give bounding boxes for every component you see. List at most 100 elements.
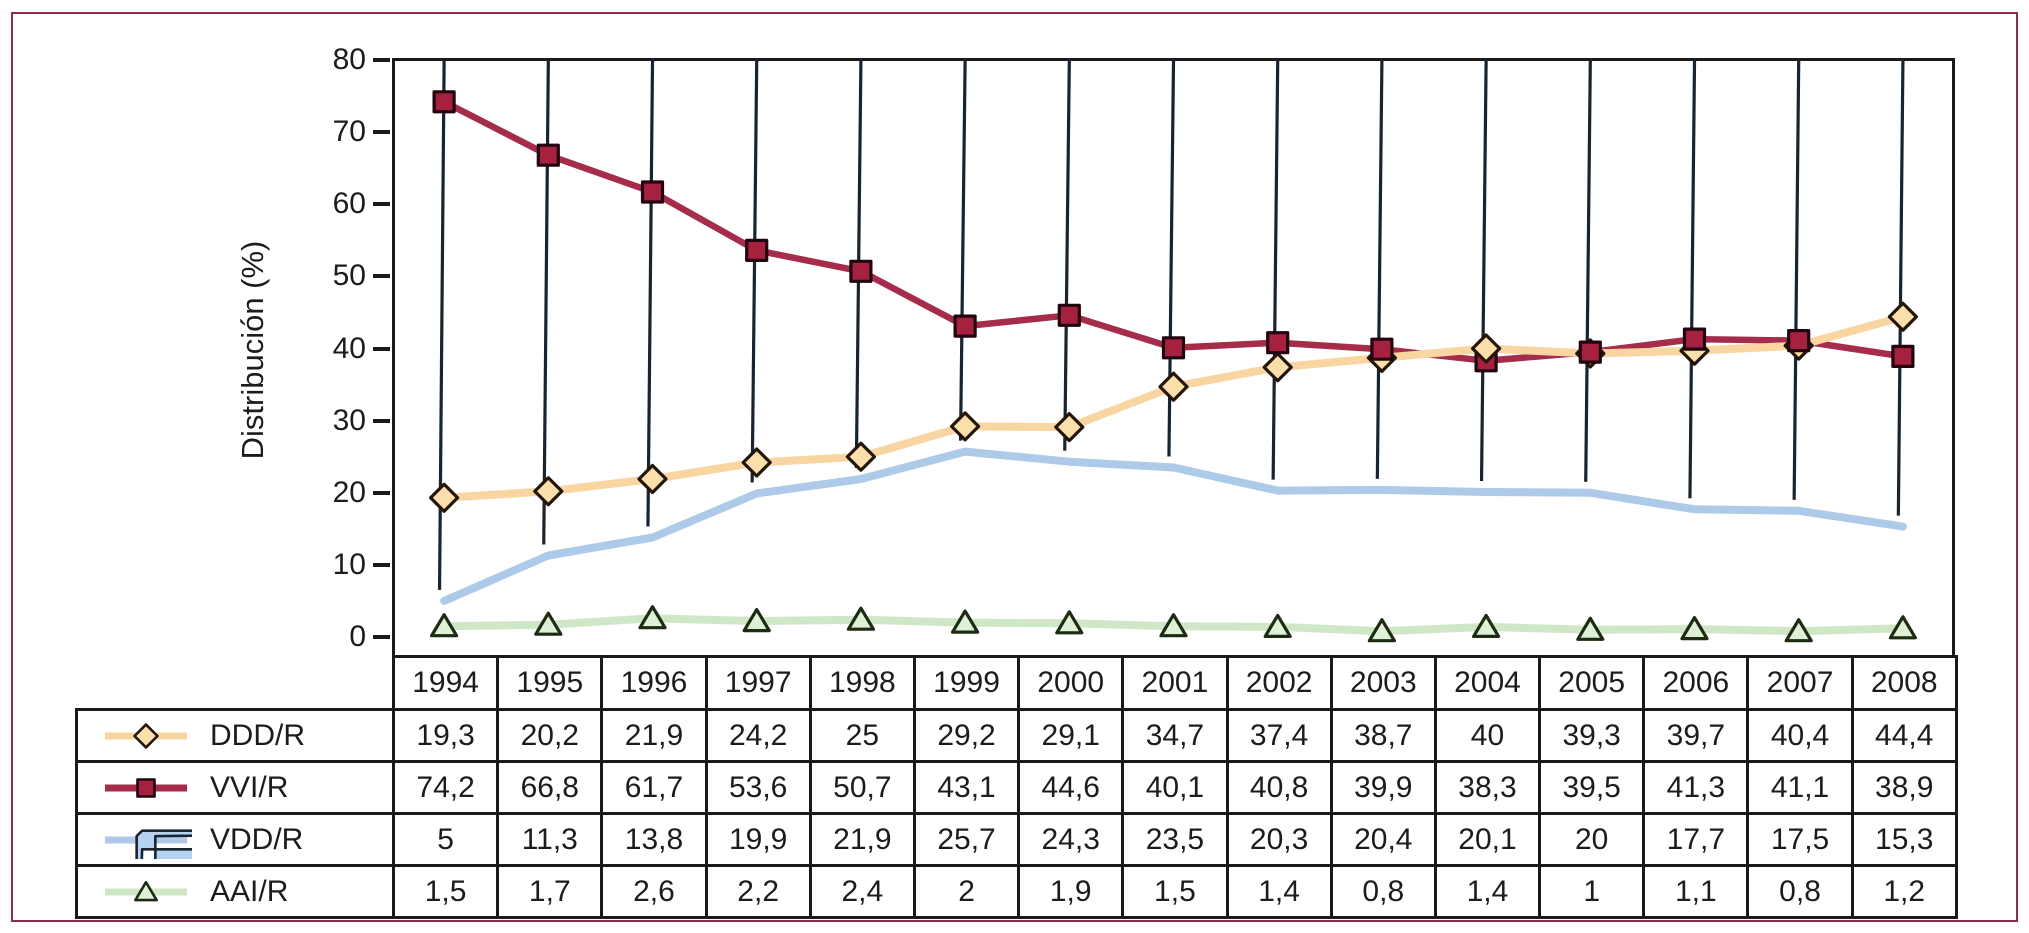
diamond-marker-icon (533, 476, 564, 507)
value-cell: 39,7 (1642, 708, 1750, 763)
square-marker-icon (1266, 331, 1290, 355)
octagon-marker-icon (1584, 58, 1592, 482)
value-cell: 66,8 (496, 760, 604, 815)
octagon-marker-icon (646, 58, 655, 527)
y-tick-label: 20 (332, 475, 366, 509)
value-cell: 11,3 (496, 812, 604, 867)
octagon-marker-icon (542, 58, 550, 545)
triangle-marker-icon (1367, 618, 1396, 643)
year-header-cell: 2001 (1121, 655, 1229, 711)
square-marker-icon (849, 259, 873, 283)
table-header-row: 1994 1995 1996 1997 1998 1999 2000 2001 2002 2003… (77, 655, 1958, 711)
value-cell: 44,4 (1850, 708, 1958, 763)
triangle-marker-icon (1159, 613, 1188, 638)
year-header-cell: 2003 (1329, 655, 1437, 711)
octagon-marker-icon (750, 58, 759, 483)
triangle-marker-icon (1784, 618, 1813, 643)
triangle-marker-icon (1576, 616, 1605, 641)
y-tick-label: 40 (332, 331, 366, 365)
diamond-marker-icon (1887, 301, 1918, 332)
value-cell: 41,3 (1642, 760, 1750, 815)
value-cell: 34,7 (1121, 708, 1229, 763)
value-cell: 19,3 (391, 708, 500, 763)
series-line-VDD-R (440, 447, 1907, 605)
diamond-marker-icon (429, 482, 460, 513)
value-cell: 1,4 (1225, 864, 1333, 919)
year-header-cell: 1995 (496, 655, 604, 711)
value-cell: 24,3 (1017, 812, 1125, 867)
diamond-marker-icon (1262, 352, 1293, 383)
legend-column-header (77, 657, 394, 710)
year-header-cell: 2004 (1433, 655, 1542, 711)
value-cell: 40 (1433, 708, 1542, 763)
triangle-marker-icon (951, 609, 980, 634)
data-table: 1994 1995 1996 1997 1998 1999 2000 2001 2002 2003… (75, 655, 1958, 919)
value-cell: 20,3 (1225, 812, 1333, 867)
value-cell: 1,2 (1850, 864, 1958, 919)
value-cell: 15,3 (1850, 812, 1958, 867)
year-header-cell: 2002 (1225, 655, 1333, 711)
series-label: DDD/R (210, 718, 305, 752)
triangle-marker-icon (1472, 613, 1501, 638)
y-tick-label: 10 (332, 547, 366, 581)
square-marker-icon (432, 90, 456, 114)
value-cell: 74,2 (391, 760, 500, 815)
triangle-marker-icon (1888, 615, 1917, 640)
value-cell: 38,9 (1850, 760, 1958, 815)
legend-key-icon (105, 880, 187, 901)
year-header-cell: 2007 (1746, 655, 1854, 711)
value-cell: 29,1 (1017, 708, 1125, 763)
triangle-marker-icon (1680, 616, 1709, 641)
legend-cell: AAI/R (75, 864, 395, 919)
triangle-marker-icon (534, 611, 563, 636)
legend-cell: DDD/R (75, 708, 395, 763)
value-cell: 40,8 (1225, 760, 1333, 815)
year-header-cell: 1999 (912, 655, 1021, 711)
value-cell: 50,7 (808, 760, 916, 815)
diamond-marker-icon (637, 463, 668, 495)
triangle-marker-icon (846, 606, 875, 631)
triangle-marker-icon (134, 880, 158, 901)
value-cell: 1,5 (1121, 864, 1229, 919)
value-cell: 53,6 (704, 760, 812, 815)
square-marker-icon (1787, 329, 1811, 353)
value-cell: 25,7 (912, 812, 1021, 867)
square-marker-icon (1578, 340, 1602, 364)
value-cell: 37,4 (1225, 708, 1333, 763)
value-cell: 0,8 (1746, 864, 1854, 919)
value-cell: 39,5 (1538, 760, 1646, 815)
y-tick-mark-icon (373, 274, 390, 279)
table-row-AAI-R: AAI/R 1,5 1,7 2,6 2,2 2,4 2 1,9 1,5 1,4 0,8 1,4 1 1,1… (75, 864, 1958, 919)
y-tick-label: 0 (349, 620, 366, 653)
year-header-cell: 2008 (1850, 655, 1958, 711)
value-cell: 43,1 (912, 760, 1021, 815)
series-label: VDD/R (210, 822, 304, 856)
diamond-marker-icon (133, 722, 159, 749)
octagon-marker-icon (135, 828, 192, 859)
legend-key-icon (105, 777, 187, 798)
year-header-cell: 1994 (391, 655, 500, 711)
square-marker-icon (1161, 336, 1186, 360)
diamond-marker-icon (845, 441, 876, 472)
value-cell: 40,1 (1121, 760, 1229, 815)
value-cell: 61,7 (600, 760, 708, 815)
square-marker-icon (1370, 337, 1394, 361)
y-tick-label: 80 (332, 43, 366, 76)
octagon-marker-icon (1896, 58, 1905, 516)
value-cell: 44,6 (1017, 760, 1125, 815)
square-marker-icon (953, 314, 977, 338)
square-marker-icon (536, 143, 560, 167)
value-cell: 38,7 (1329, 708, 1437, 763)
value-cell: 19,9 (704, 812, 812, 867)
value-cell: 20,4 (1329, 812, 1437, 867)
value-cell: 1,1 (1642, 864, 1750, 919)
value-cell: 23,5 (1121, 812, 1229, 867)
value-cell: 25 (808, 708, 916, 763)
value-cell: 39,9 (1329, 760, 1437, 815)
value-cell: 1 (1538, 864, 1646, 919)
y-tick-label: 70 (332, 115, 366, 149)
value-cell: 41,1 (1746, 760, 1854, 815)
value-cell: 40,4 (1746, 708, 1854, 763)
octagon-marker-icon (1375, 58, 1384, 479)
value-cell: 0,8 (1329, 864, 1437, 919)
